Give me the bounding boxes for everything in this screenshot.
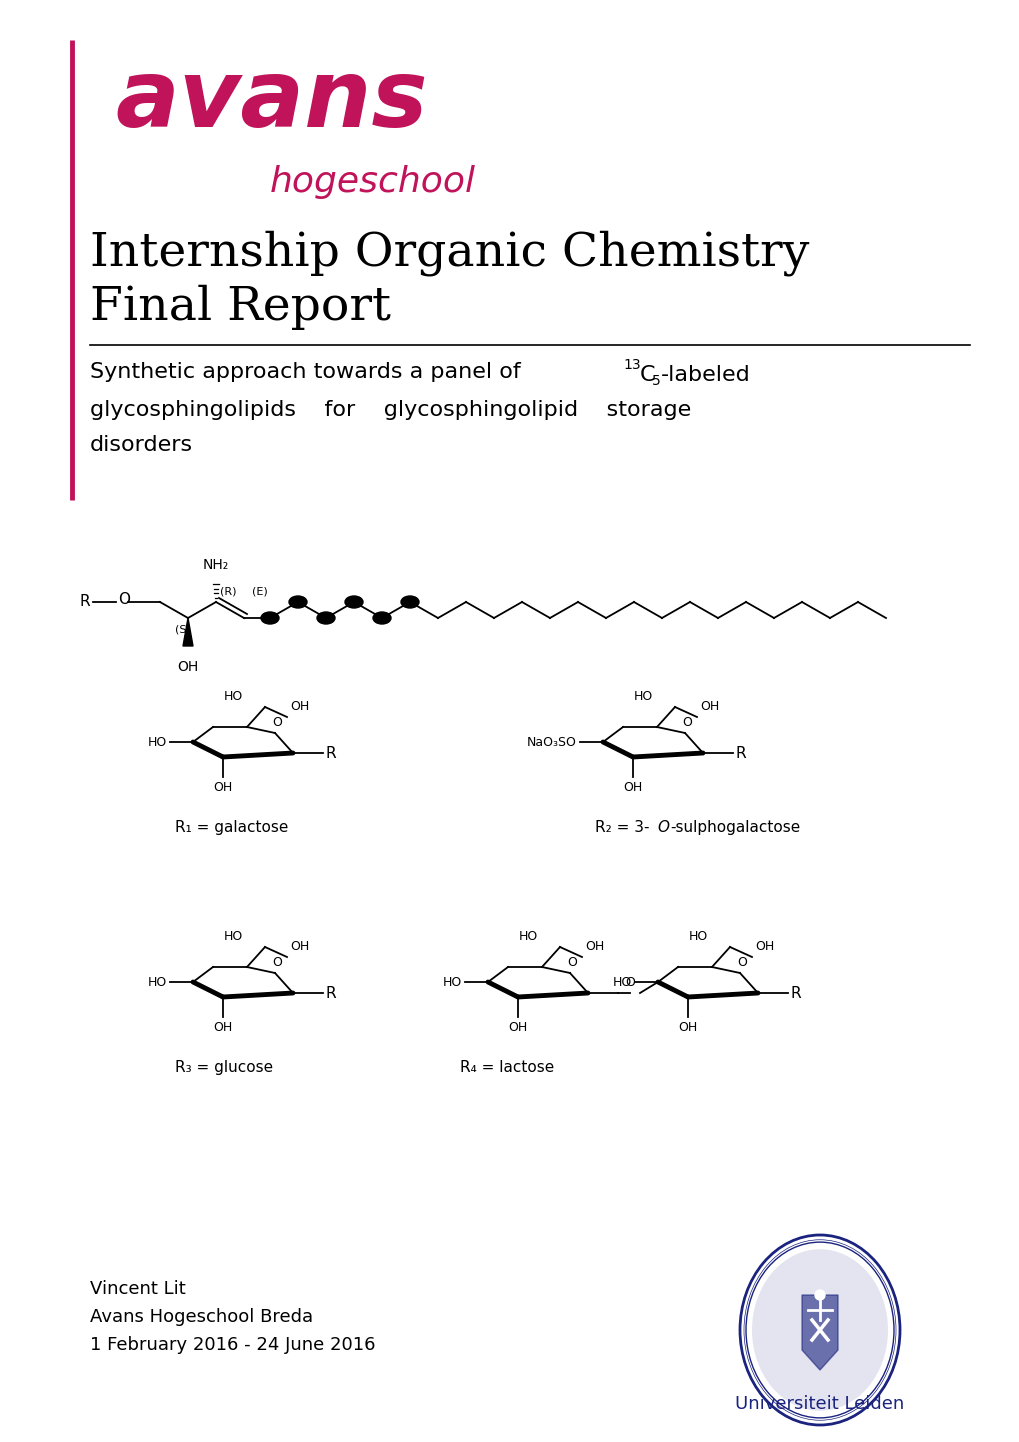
Text: (S): (S) [175, 624, 191, 634]
Text: hogeschool: hogeschool [270, 164, 476, 199]
Text: OH: OH [213, 1021, 232, 1034]
Text: R: R [79, 594, 90, 610]
Text: Vincent Lit: Vincent Lit [90, 1280, 185, 1298]
Text: OH: OH [678, 1021, 697, 1034]
Text: HO: HO [519, 930, 537, 943]
Text: R: R [326, 985, 336, 1001]
Text: HO: HO [223, 930, 243, 943]
Text: OH: OH [177, 660, 199, 673]
Text: avans: avans [115, 55, 427, 147]
Text: OH: OH [623, 782, 642, 795]
Text: R₄ = lactose: R₄ = lactose [460, 1060, 553, 1074]
Text: (E): (E) [252, 585, 268, 596]
Text: 5: 5 [651, 373, 660, 388]
Text: Synthetic approach towards a panel of: Synthetic approach towards a panel of [90, 362, 528, 382]
Text: O: O [737, 956, 746, 969]
Text: Avans Hogeschool Breda: Avans Hogeschool Breda [90, 1308, 313, 1327]
Text: OH: OH [585, 940, 603, 953]
Text: 1 February 2016 - 24 June 2016: 1 February 2016 - 24 June 2016 [90, 1335, 375, 1354]
Text: Final Report: Final Report [90, 286, 390, 330]
Text: O: O [682, 717, 691, 730]
Ellipse shape [751, 1249, 888, 1410]
Text: 13: 13 [623, 358, 640, 372]
Ellipse shape [400, 596, 419, 609]
Text: HO: HO [223, 691, 243, 704]
Text: -sulphogalactose: -sulphogalactose [669, 820, 800, 835]
Text: OH: OH [507, 1021, 527, 1034]
Text: O: O [272, 717, 281, 730]
Text: Internship Organic Chemistry: Internship Organic Chemistry [90, 231, 809, 275]
Text: O: O [625, 976, 634, 989]
Text: R: R [790, 985, 801, 1001]
Text: R₃ = glucose: R₃ = glucose [175, 1060, 273, 1074]
Polygon shape [801, 1295, 838, 1370]
Text: R: R [736, 746, 746, 760]
Text: (R): (R) [220, 585, 236, 596]
Text: HO: HO [442, 975, 462, 989]
Text: OH: OH [289, 940, 309, 953]
Text: R: R [326, 746, 336, 760]
Text: C: C [639, 365, 655, 385]
Text: O: O [118, 591, 129, 607]
Text: R₂ = 3-: R₂ = 3- [594, 820, 649, 835]
Text: HO: HO [612, 975, 632, 989]
Text: -labeled: -labeled [660, 365, 750, 385]
Ellipse shape [317, 611, 334, 624]
Ellipse shape [288, 596, 307, 609]
Text: OH: OH [754, 940, 773, 953]
Ellipse shape [344, 596, 363, 609]
Text: glycosphingolipids    for    glycosphingolipid    storage: glycosphingolipids for glycosphingolipid… [90, 399, 691, 420]
Text: OH: OH [289, 699, 309, 712]
Text: OH: OH [213, 782, 232, 795]
Text: O: O [656, 820, 668, 835]
Text: HO: HO [633, 691, 652, 704]
Text: NH₂: NH₂ [203, 558, 229, 572]
Text: OH: OH [699, 699, 718, 712]
Text: O: O [272, 956, 281, 969]
Ellipse shape [373, 611, 390, 624]
Text: HO: HO [148, 735, 167, 748]
Polygon shape [182, 619, 193, 646]
Text: disorders: disorders [90, 435, 193, 456]
Text: Universiteit Leiden: Universiteit Leiden [735, 1394, 904, 1413]
Text: O: O [567, 956, 577, 969]
Text: NaO₃SO: NaO₃SO [527, 735, 577, 748]
Text: R₁ = galactose: R₁ = galactose [175, 820, 288, 835]
Text: HO: HO [688, 930, 707, 943]
Ellipse shape [261, 611, 279, 624]
Circle shape [814, 1291, 824, 1301]
Text: HO: HO [148, 975, 167, 989]
